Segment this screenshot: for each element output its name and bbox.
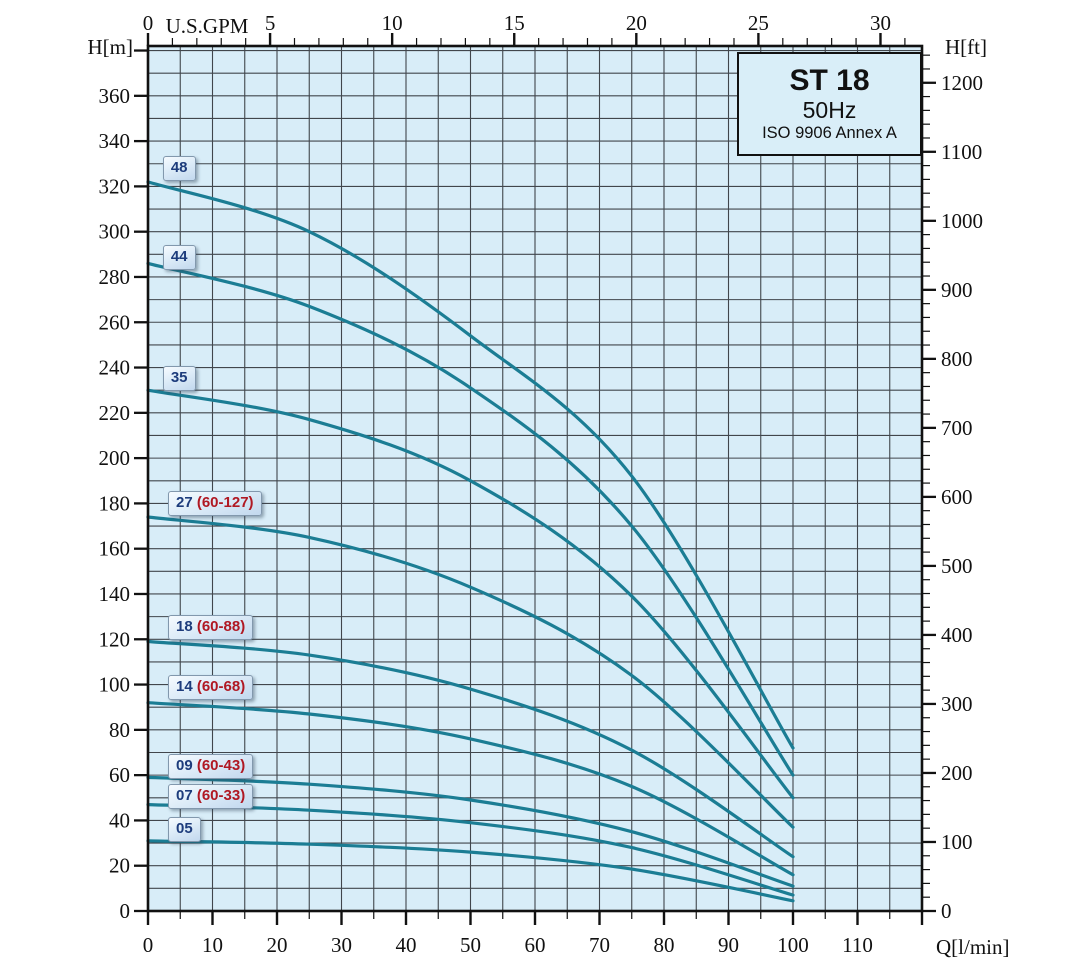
svg-text:0: 0 — [941, 899, 952, 923]
svg-text:340: 340 — [99, 129, 131, 153]
curve-label-07: 07 (60-33) — [167, 783, 254, 809]
svg-text:800: 800 — [941, 347, 973, 371]
curve-label-48: 48 — [162, 156, 196, 182]
svg-text:100: 100 — [941, 830, 973, 854]
svg-text:260: 260 — [99, 310, 131, 334]
svg-text:70: 70 — [589, 933, 610, 957]
bottom-axis: 0 10 20 30 40 50 60 70 80 90 100 110 — [143, 911, 924, 957]
svg-text:20: 20 — [109, 854, 130, 878]
svg-text:0: 0 — [120, 899, 131, 923]
curve-label-27: 27 (60-127) — [167, 491, 262, 517]
curve-48 — [146, 180, 795, 750]
svg-text:300: 300 — [99, 220, 131, 244]
svg-text:110: 110 — [842, 933, 873, 957]
svg-text:320: 320 — [99, 174, 131, 198]
svg-text:30: 30 — [331, 933, 352, 957]
model-range: (60-68) — [192, 677, 246, 695]
svg-text:80: 80 — [109, 718, 130, 742]
svg-text:120: 120 — [99, 627, 131, 651]
svg-text:280: 280 — [99, 265, 131, 289]
top-axis-unit: U.S.GPM — [165, 14, 249, 38]
svg-text:140: 140 — [99, 582, 131, 606]
svg-text:200: 200 — [99, 446, 131, 470]
curve-label-18: 18 (60-88) — [167, 615, 254, 641]
title-box: ST 18 50Hz ISO 9906 Annex A — [737, 52, 922, 156]
svg-text:10: 10 — [382, 11, 403, 35]
svg-text:360: 360 — [99, 84, 131, 108]
svg-text:90: 90 — [718, 933, 739, 957]
model-name: ST 18 — [789, 64, 870, 97]
model-range: (60-88) — [192, 618, 246, 636]
svg-text:180: 180 — [99, 491, 131, 515]
svg-text:240: 240 — [99, 356, 131, 380]
curve-35 — [146, 388, 795, 800]
curves-layer — [146, 180, 795, 903]
svg-text:40: 40 — [109, 808, 130, 832]
svg-text:10: 10 — [202, 933, 223, 957]
stage-number: 27 — [175, 494, 193, 512]
svg-text:1000: 1000 — [941, 209, 983, 233]
svg-text:1200: 1200 — [941, 71, 983, 95]
curve-07 — [146, 803, 795, 897]
svg-text:25: 25 — [748, 11, 769, 35]
svg-text:15: 15 — [504, 11, 525, 35]
stage-number: 35 — [170, 368, 188, 386]
svg-text:5: 5 — [265, 11, 276, 35]
right-axis: 0 100 200 300 400 500 600 700 800 900 1000 1100 1200 — [922, 54, 983, 923]
svg-text:30: 30 — [870, 11, 891, 35]
curve-14 — [146, 701, 795, 877]
standard-label: ISO 9906 Annex A — [762, 124, 897, 142]
curve-27 — [146, 515, 795, 829]
left-axis-unit: H[m] — [87, 35, 134, 59]
top-axis: 0 5 10 15 20 25 30 — [143, 11, 906, 46]
svg-text:1100: 1100 — [941, 140, 982, 164]
curve-09 — [146, 775, 795, 888]
svg-text:900: 900 — [941, 278, 973, 302]
svg-text:100: 100 — [99, 673, 131, 697]
stage-number: 18 — [175, 618, 193, 636]
svg-text:100: 100 — [777, 933, 809, 957]
svg-text:700: 700 — [941, 416, 973, 440]
model-range: (60-127) — [192, 494, 254, 512]
stage-number: 09 — [175, 757, 193, 775]
svg-text:160: 160 — [99, 537, 131, 561]
curve-label-14: 14 (60-68) — [167, 674, 254, 700]
svg-text:300: 300 — [941, 692, 973, 716]
svg-text:220: 220 — [99, 401, 131, 425]
stage-number: 48 — [170, 159, 188, 177]
left-axis: 0 20 40 60 80 100 120 140 160 180 200 220 240 260 280 3… — [99, 49, 148, 923]
curve-label-09: 09 (60-43) — [167, 754, 254, 780]
svg-text:20: 20 — [267, 933, 288, 957]
curve-44 — [146, 261, 795, 777]
curve-18 — [146, 639, 795, 859]
stage-number: 44 — [170, 247, 188, 265]
bottom-axis-unit: Q[l/min] — [936, 935, 1010, 959]
svg-text:200: 200 — [941, 761, 973, 785]
svg-text:400: 400 — [941, 623, 973, 647]
curve-label-35: 35 — [162, 365, 196, 391]
frequency-label: 50Hz — [802, 97, 857, 123]
stage-number: 05 — [175, 819, 193, 837]
svg-text:60: 60 — [109, 763, 130, 787]
model-range: (60-33) — [192, 786, 246, 804]
svg-text:60: 60 — [525, 933, 546, 957]
stage-number: 07 — [175, 786, 193, 804]
right-axis-unit: H[ft] — [945, 35, 987, 59]
svg-text:500: 500 — [941, 554, 973, 578]
grid-layer — [148, 46, 922, 911]
svg-text:50: 50 — [460, 933, 481, 957]
stage-number: 14 — [175, 677, 193, 695]
svg-text:20: 20 — [626, 11, 647, 35]
svg-text:80: 80 — [654, 933, 675, 957]
svg-text:0: 0 — [143, 11, 154, 35]
curve-label-05: 05 — [167, 816, 201, 842]
svg-text:40: 40 — [396, 933, 417, 957]
curve-05 — [146, 839, 795, 903]
curve-label-44: 44 — [162, 244, 196, 270]
svg-text:0: 0 — [143, 933, 154, 957]
model-range: (60-43) — [192, 757, 246, 775]
svg-text:600: 600 — [941, 485, 973, 509]
